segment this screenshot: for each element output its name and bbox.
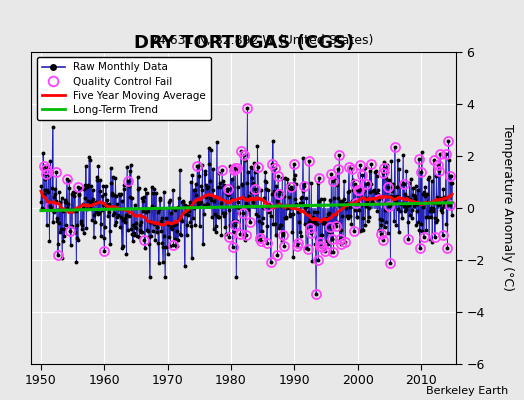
- Y-axis label: Temperature Anomaly (°C): Temperature Anomaly (°C): [501, 124, 515, 292]
- Text: Berkeley Earth: Berkeley Earth: [426, 386, 508, 396]
- Title: DRY TORTUGAS (CGS): DRY TORTUGAS (CGS): [134, 34, 354, 52]
- Text: 24.631 N, 82.892 W (United States): 24.631 N, 82.892 W (United States): [150, 34, 374, 47]
- Legend: Raw Monthly Data, Quality Control Fail, Five Year Moving Average, Long-Term Tren: Raw Monthly Data, Quality Control Fail, …: [37, 57, 211, 120]
